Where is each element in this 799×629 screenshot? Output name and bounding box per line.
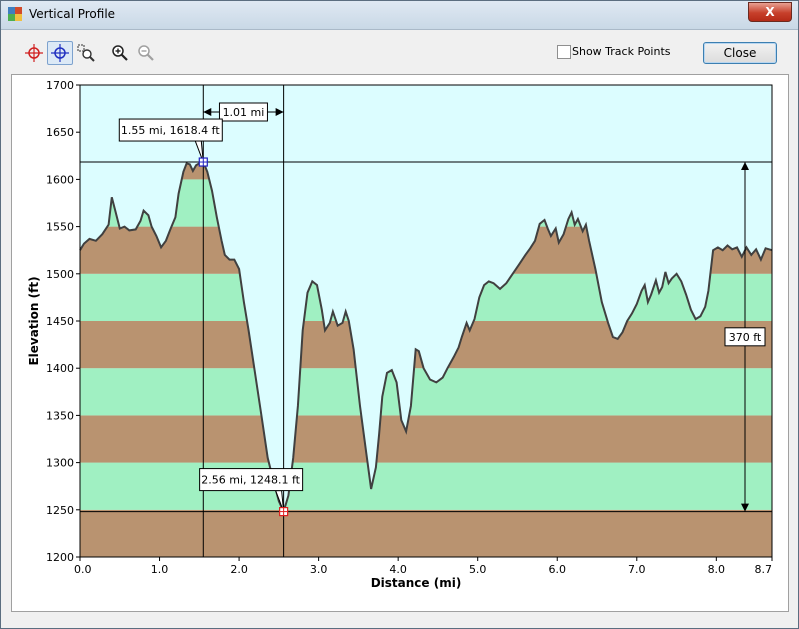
zoom-region-icon bbox=[77, 44, 95, 62]
x-tick-label: 6.0 bbox=[548, 563, 566, 576]
elevation-diff-label: 370 ft bbox=[729, 331, 762, 344]
x-tick-label: 8.7 bbox=[755, 563, 773, 576]
y-tick-label: 1600 bbox=[46, 173, 74, 186]
x-axis-label: Distance (mi) bbox=[371, 576, 462, 590]
elevation-diff-label-box bbox=[724, 327, 766, 347]
distance-label-box bbox=[218, 102, 268, 122]
y-tick-label: 1400 bbox=[46, 362, 74, 375]
x-tick-label: 3.0 bbox=[310, 563, 328, 576]
elevation-arrowhead-top bbox=[741, 162, 749, 171]
elevation-band bbox=[80, 368, 772, 416]
y-tick-label: 1350 bbox=[46, 409, 74, 422]
crosshair-blue-tool-button[interactable] bbox=[47, 41, 73, 65]
y-tick-label: 1650 bbox=[46, 126, 74, 139]
y-axis-label: Elevation (ft) bbox=[27, 276, 41, 365]
x-tick-label: 8.0 bbox=[708, 563, 726, 576]
elevation-band bbox=[80, 415, 772, 463]
y-tick-label: 1550 bbox=[46, 221, 74, 234]
marker-label: 1.55 mi, 1618.4 ft bbox=[121, 124, 220, 137]
show-track-points-checkbox[interactable] bbox=[557, 45, 571, 59]
y-tick-label: 1200 bbox=[46, 551, 74, 564]
x-tick-label: 5.0 bbox=[469, 563, 487, 576]
zoom-out-button[interactable] bbox=[133, 41, 159, 65]
close-button[interactable]: Close bbox=[703, 42, 777, 64]
window-close-button[interactable]: X bbox=[748, 2, 792, 22]
elevation-profile-chart[interactable]: 1200 1250 1300 1350 1400 1450 1500 1550 1600 1650… bbox=[12, 75, 788, 611]
zoom-out-icon bbox=[138, 45, 154, 61]
window-title: Vertical Profile bbox=[29, 7, 116, 21]
distance-label: 1.01 mi bbox=[223, 106, 265, 119]
elevation-band bbox=[80, 462, 772, 510]
y-tick-label: 1500 bbox=[46, 268, 74, 281]
zoom-in-button[interactable] bbox=[107, 41, 133, 65]
y-tick-label: 1700 bbox=[46, 79, 74, 92]
crosshair-blue-icon bbox=[51, 44, 69, 62]
zoom-region-tool-button[interactable] bbox=[73, 41, 99, 65]
x-tick-label: 1.0 bbox=[151, 563, 169, 576]
app-icon bbox=[8, 7, 22, 21]
y-tick-label: 1250 bbox=[46, 504, 74, 517]
marker-callout-box bbox=[199, 468, 304, 492]
x-tick-label: 2.0 bbox=[230, 563, 248, 576]
toolbar: Show Track Points Close bbox=[1, 30, 798, 74]
x-tick-label: 7.0 bbox=[628, 563, 646, 576]
zoom-in-icon bbox=[112, 45, 128, 61]
profile-line bbox=[79, 160, 773, 515]
title-bar[interactable]: Vertical Profile X bbox=[1, 1, 798, 30]
crosshair-red-icon bbox=[25, 44, 43, 62]
distance-arrowhead-right bbox=[275, 108, 284, 116]
x-tick-label: 0.0 bbox=[74, 563, 92, 576]
marker-callout-box bbox=[118, 118, 223, 142]
profile-plot-panel: 1200 1250 1300 1350 1400 1450 1500 1550 1600 1650… bbox=[11, 74, 789, 612]
x-tick-label: 4.0 bbox=[389, 563, 407, 576]
elevation-band bbox=[80, 509, 772, 557]
y-tick-label: 1300 bbox=[46, 457, 74, 470]
elevation-arrowhead-bottom bbox=[741, 503, 749, 512]
distance-arrowhead-left bbox=[203, 108, 212, 116]
y-tick-label: 1450 bbox=[46, 315, 74, 328]
show-track-points-label[interactable]: Show Track Points bbox=[572, 45, 671, 58]
marker-label: 2.56 mi, 1248.1 ft bbox=[201, 474, 300, 487]
crosshair-red-tool-button[interactable] bbox=[21, 41, 47, 65]
